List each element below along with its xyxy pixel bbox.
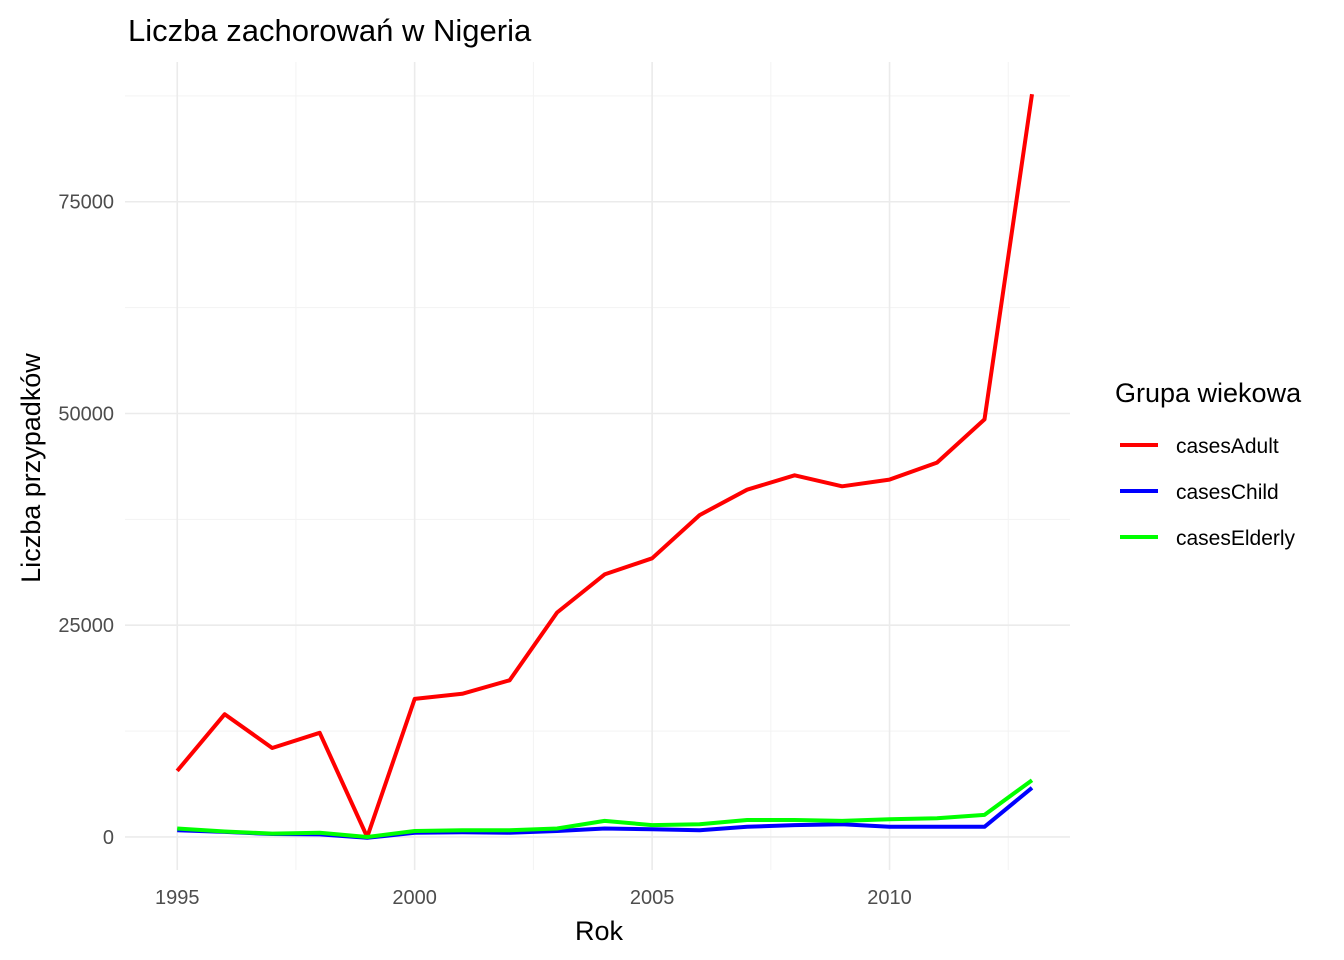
legend-label-casesElderly: casesElderly [1176, 527, 1296, 550]
grid-layer [125, 62, 1070, 870]
chart-title: Liczba zachorowań w Nigeria [128, 13, 532, 48]
legend-label-casesAdult: casesAdult [1176, 435, 1279, 458]
y-axis-title: Liczba przypadków [16, 353, 46, 583]
legend-title: Grupa wiekowa [1115, 378, 1302, 408]
series-line-casesElderly [177, 778, 1034, 839]
y-tick-label: 75000 [58, 192, 114, 214]
y-axis-ticks: 0 25000 50000 75000 [58, 192, 114, 849]
x-tick-label: 1995 [155, 887, 200, 909]
legend-items: casesAdult casesChild casesElderly [1120, 435, 1296, 550]
x-tick-label: 2005 [630, 887, 675, 909]
x-axis-ticks: 1995 2000 2005 2010 [155, 887, 912, 909]
legend-label-casesChild: casesChild [1176, 481, 1279, 504]
y-tick-label: 0 [103, 827, 114, 849]
series-line-casesChild [177, 786, 1034, 840]
y-tick-label: 50000 [58, 403, 114, 425]
series-line-casesAdult [175, 93, 1034, 839]
x-tick-label: 2010 [867, 887, 912, 909]
series-layer [175, 93, 1034, 840]
y-tick-label: 25000 [58, 615, 114, 637]
x-axis-title: Rok [575, 916, 624, 946]
x-tick-label: 2000 [392, 887, 437, 909]
legend: Grupa wiekowa casesAdult casesChild casesE… [1115, 378, 1302, 550]
